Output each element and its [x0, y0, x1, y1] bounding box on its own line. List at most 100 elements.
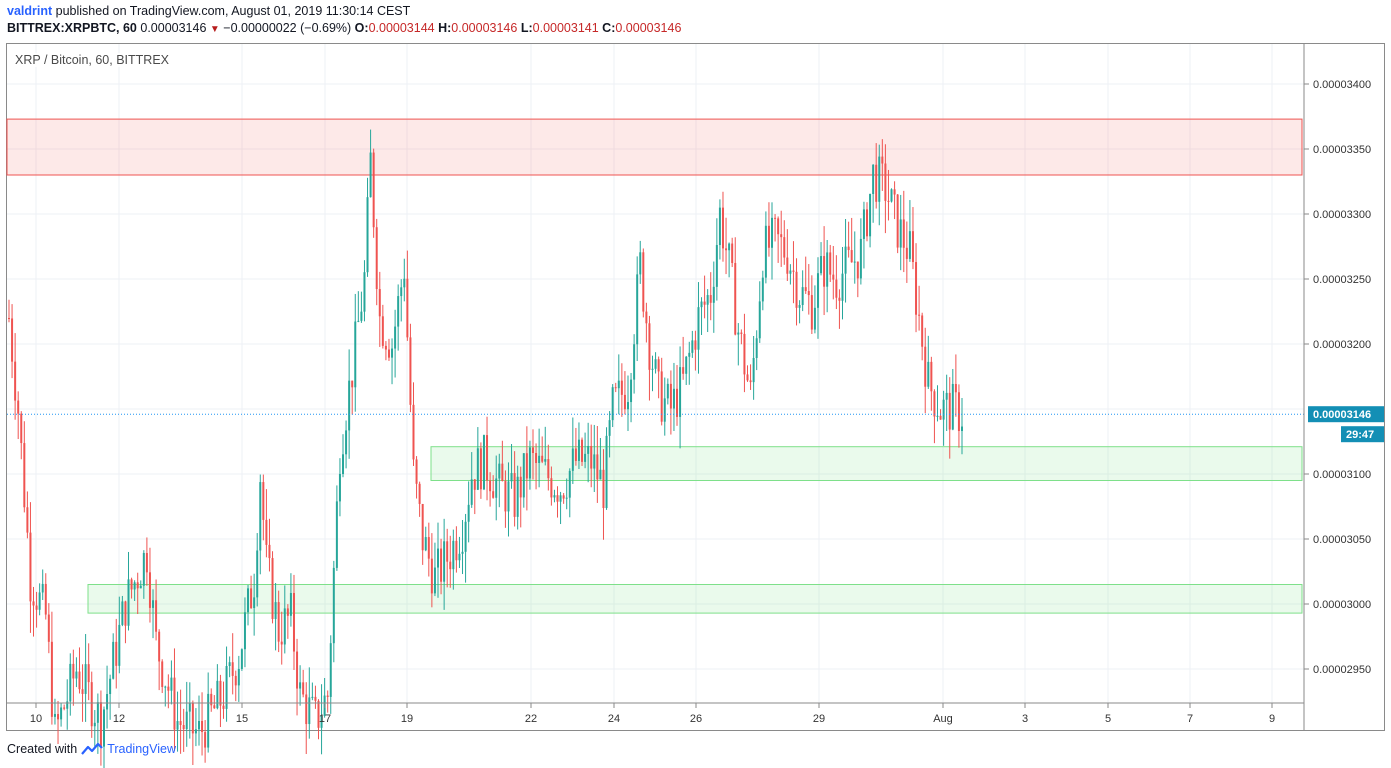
- candle: [415, 456, 418, 499]
- candle: [501, 440, 504, 482]
- x-tick-label: 22: [525, 713, 537, 725]
- candle: [375, 218, 378, 306]
- candle: [866, 202, 869, 242]
- candle: [617, 354, 620, 415]
- candle: [188, 682, 191, 739]
- candle: [535, 443, 538, 490]
- last-price-value: 0.00003146: [140, 21, 207, 35]
- candle: [688, 341, 691, 385]
- candle: [63, 704, 66, 711]
- candle: [957, 384, 960, 448]
- candle: [265, 489, 268, 558]
- candle: [734, 237, 737, 336]
- support-zone[interactable]: [430, 446, 1303, 482]
- candle: [611, 384, 614, 428]
- candle: [553, 489, 556, 503]
- candle: [679, 346, 682, 449]
- candle: [709, 272, 712, 321]
- candle: [933, 389, 936, 444]
- candle: [139, 580, 142, 589]
- candle: [789, 264, 792, 285]
- x-tick-label: 5: [1105, 713, 1111, 725]
- candle: [761, 270, 764, 311]
- candle: [213, 695, 216, 709]
- candle: [676, 365, 679, 426]
- candle: [470, 452, 473, 508]
- candle: [161, 659, 164, 694]
- candle: [84, 634, 87, 722]
- candle: [648, 315, 651, 401]
- candle: [853, 231, 856, 284]
- candle: [372, 148, 375, 238]
- candle: [596, 425, 599, 503]
- candle: [899, 194, 902, 271]
- candle: [44, 573, 47, 620]
- candle: [381, 304, 384, 349]
- candle: [630, 372, 633, 423]
- candle: [145, 537, 148, 586]
- candle: [231, 633, 234, 695]
- x-tick-label: 12: [113, 713, 125, 725]
- candle: [531, 429, 534, 480]
- candle: [228, 656, 231, 678]
- time-axis[interactable]: 10 12 15 17 19 22 24 26 29 Aug 3 5 7 9: [30, 703, 1275, 725]
- price-axis[interactable]: 0.00003400 0.00003350 0.00003300 0.00003250…: [1304, 79, 1371, 676]
- candle: [109, 674, 112, 720]
- candle: [185, 681, 188, 747]
- candle: [875, 143, 878, 209]
- candle: [397, 284, 400, 351]
- candle: [590, 424, 593, 488]
- high-label: H:: [438, 21, 452, 35]
- candle: [302, 669, 305, 698]
- candle: [764, 211, 767, 284]
- candle: [326, 690, 329, 713]
- x-tick-label: 19: [401, 713, 413, 725]
- candle: [642, 248, 645, 318]
- created-with-text: Created with: [7, 742, 78, 756]
- candle: [292, 574, 295, 670]
- candle: [345, 420, 348, 469]
- candle: [510, 444, 513, 489]
- author-link[interactable]: valdrint: [7, 4, 53, 18]
- last-price-badge-text: 0.00003146: [1313, 409, 1371, 421]
- candle: [528, 440, 531, 490]
- candle: [124, 600, 127, 644]
- candle: [476, 427, 479, 491]
- candle: [516, 465, 519, 530]
- candle: [682, 336, 685, 380]
- candle: [538, 428, 541, 488]
- y-tick-label: 0.00003250: [1313, 274, 1371, 286]
- support-zone[interactable]: [87, 584, 1303, 614]
- candle: [890, 188, 893, 203]
- candle: [547, 444, 550, 491]
- candle: [820, 242, 823, 276]
- candle: [173, 648, 176, 752]
- candle: [47, 603, 50, 654]
- resistance-zone[interactable]: [6, 118, 1303, 176]
- candle: [342, 434, 345, 478]
- candle: [81, 664, 84, 722]
- candle: [348, 349, 351, 459]
- candle: [277, 590, 280, 653]
- candle: [746, 365, 749, 382]
- candle: [841, 247, 844, 320]
- candle: [911, 207, 914, 270]
- candle: [240, 648, 243, 671]
- candle: [391, 338, 394, 385]
- candle: [155, 579, 158, 641]
- candle: [369, 129, 372, 198]
- candle: [299, 665, 302, 706]
- candle: [519, 466, 522, 528]
- candle: [774, 214, 777, 242]
- candle: [357, 291, 360, 323]
- candle: [915, 243, 918, 333]
- candle: [176, 691, 179, 752]
- candle: [121, 595, 124, 627]
- candle: [130, 577, 133, 599]
- candle: [87, 643, 90, 701]
- candle: [602, 449, 605, 540]
- tradingview-link[interactable]: TradingView: [107, 742, 176, 756]
- candle: [20, 411, 23, 460]
- candle: [752, 336, 755, 400]
